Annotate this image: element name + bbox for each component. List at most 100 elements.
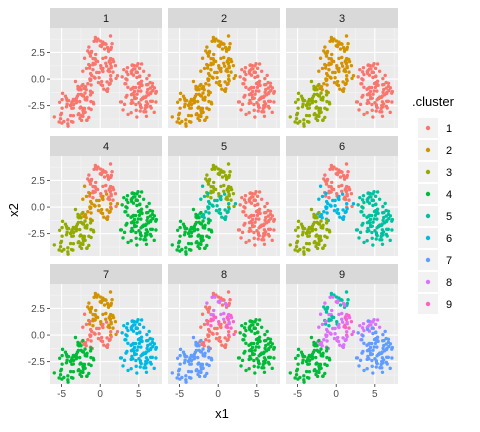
data-point-cluster-5 <box>356 203 360 207</box>
data-point-cluster-4 <box>263 358 268 362</box>
data-point-cluster-1 <box>107 69 112 74</box>
data-point-cluster-6 <box>131 323 136 327</box>
data-point-cluster-3 <box>71 241 76 246</box>
data-point-cluster-5 <box>370 198 375 202</box>
data-point-cluster-1 <box>104 170 108 174</box>
x-tick-label: -5 <box>175 389 184 400</box>
legend-label: 7 <box>446 255 452 267</box>
data-point-cluster-1 <box>223 336 227 340</box>
data-point-cluster-2 <box>341 80 345 84</box>
data-point-cluster-4 <box>66 378 70 382</box>
legend-item-3: 3 <box>418 162 452 182</box>
y-tick-label: -2.5 <box>28 229 46 240</box>
data-point-cluster-1 <box>114 76 118 81</box>
legend-swatch <box>425 257 431 263</box>
data-point-cluster-1 <box>242 70 247 74</box>
data-point-cluster-2 <box>318 56 323 60</box>
data-point-cluster-5 <box>377 197 382 201</box>
data-point-cluster-3 <box>325 227 329 232</box>
data-point-cluster-1 <box>71 106 76 110</box>
data-point-cluster-9 <box>232 332 236 337</box>
data-point-cluster-2 <box>200 106 205 111</box>
data-point-cluster-1 <box>375 62 380 66</box>
data-point-cluster-4 <box>178 249 182 253</box>
data-point-cluster-1 <box>362 72 366 77</box>
data-point-cluster-2 <box>219 66 223 71</box>
data-point-cluster-8 <box>330 308 334 313</box>
data-point-cluster-1 <box>350 204 354 209</box>
data-point-cluster-2 <box>206 63 210 68</box>
data-point-cluster-4 <box>135 220 139 224</box>
data-point-cluster-2 <box>114 332 118 337</box>
facet-strip-label: 7 <box>103 269 109 281</box>
data-point-cluster-8 <box>340 320 345 324</box>
data-point-cluster-2 <box>338 87 342 91</box>
data-point-cluster-7 <box>192 357 197 361</box>
data-point-cluster-1 <box>89 99 93 104</box>
data-point-cluster-2 <box>104 317 108 321</box>
data-point-cluster-8 <box>222 317 226 321</box>
data-point-cluster-1 <box>206 334 210 339</box>
data-point-cluster-1 <box>68 103 73 108</box>
data-point-cluster-4 <box>134 230 138 235</box>
data-point-cluster-1 <box>252 230 256 235</box>
data-point-cluster-1 <box>213 326 217 331</box>
data-point-cluster-4 <box>81 338 85 343</box>
data-point-cluster-4 <box>313 342 318 346</box>
data-point-cluster-2 <box>209 68 213 72</box>
data-point-cluster-4 <box>74 357 79 361</box>
legend-label: 5 <box>446 211 452 223</box>
data-point-cluster-4 <box>181 222 186 226</box>
data-point-cluster-2 <box>217 82 221 87</box>
data-point-cluster-4 <box>184 250 188 254</box>
data-point-cluster-5 <box>330 315 334 319</box>
data-point-cluster-1 <box>135 115 139 119</box>
data-point-cluster-4 <box>139 190 144 194</box>
data-point-cluster-6 <box>328 203 332 207</box>
data-point-cluster-4 <box>57 356 62 360</box>
data-point-cluster-4 <box>238 331 242 335</box>
data-point-cluster-4 <box>257 335 262 339</box>
data-point-cluster-2 <box>178 121 182 125</box>
data-point-cluster-2 <box>205 45 209 49</box>
data-point-cluster-3 <box>325 218 329 222</box>
data-point-cluster-1 <box>143 106 147 111</box>
data-point-cluster-4 <box>60 347 65 352</box>
data-point-cluster-1 <box>247 71 252 76</box>
data-point-cluster-1 <box>270 110 274 115</box>
data-point-cluster-2 <box>108 290 113 294</box>
data-point-cluster-4 <box>125 193 130 198</box>
data-point-cluster-1 <box>375 79 380 83</box>
data-point-cluster-4 <box>126 213 130 217</box>
data-point-cluster-6 <box>322 210 326 214</box>
data-point-cluster-4 <box>257 318 262 322</box>
data-point-cluster-7 <box>362 368 366 373</box>
data-point-cluster-2 <box>101 194 105 199</box>
data-point-cluster-6 <box>317 197 321 201</box>
data-point-cluster-4 <box>247 327 252 332</box>
data-point-cluster-4 <box>265 329 269 334</box>
data-point-cluster-8 <box>324 319 328 324</box>
data-point-cluster-1 <box>102 87 106 91</box>
data-point-cluster-9 <box>344 317 348 322</box>
data-point-cluster-1 <box>89 49 94 54</box>
data-point-cluster-4 <box>137 213 142 218</box>
data-point-cluster-4 <box>319 366 323 370</box>
data-point-cluster-6 <box>324 206 328 211</box>
data-point-cluster-3 <box>323 115 327 120</box>
data-point-cluster-4 <box>270 366 274 371</box>
data-point-cluster-1 <box>87 66 92 70</box>
data-point-cluster-7 <box>183 358 187 362</box>
data-point-cluster-5 <box>222 216 227 221</box>
data-point-cluster-3 <box>288 243 292 247</box>
data-point-cluster-2 <box>201 91 205 95</box>
data-point-cluster-2 <box>184 118 188 122</box>
data-point-cluster-5 <box>233 202 238 206</box>
data-point-cluster-6 <box>143 362 147 367</box>
data-point-cluster-4 <box>248 319 253 323</box>
data-point-cluster-1 <box>95 39 99 43</box>
data-point-cluster-5 <box>213 198 217 203</box>
data-point-cluster-1 <box>201 341 206 345</box>
data-point-cluster-4 <box>154 217 159 222</box>
data-point-cluster-1 <box>344 189 348 194</box>
